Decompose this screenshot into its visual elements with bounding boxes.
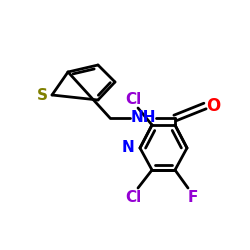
- Text: Cl: Cl: [125, 92, 141, 108]
- Text: F: F: [188, 190, 198, 206]
- Text: N: N: [122, 140, 134, 156]
- Text: S: S: [36, 88, 48, 102]
- Text: O: O: [206, 97, 220, 115]
- Text: NH: NH: [130, 110, 156, 126]
- Text: Cl: Cl: [125, 190, 141, 206]
